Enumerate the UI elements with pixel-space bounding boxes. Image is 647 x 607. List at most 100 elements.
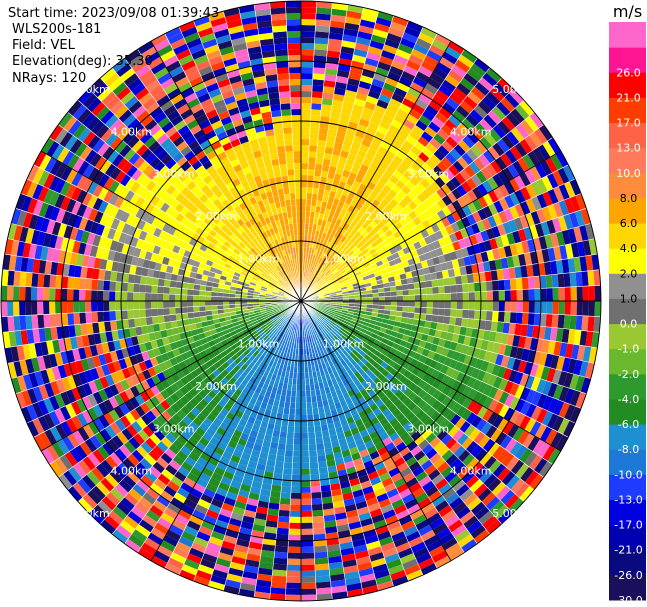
velocity-gate bbox=[415, 37, 432, 50]
velocity-gate bbox=[498, 343, 507, 356]
velocity-gate bbox=[94, 431, 107, 446]
velocity-gate bbox=[388, 446, 400, 457]
velocity-gate bbox=[309, 288, 315, 293]
velocity-gate bbox=[361, 69, 376, 79]
velocity-gate bbox=[260, 420, 269, 429]
velocity-gate bbox=[348, 295, 355, 299]
velocity-gate bbox=[557, 370, 568, 387]
velocity-gate bbox=[131, 420, 143, 434]
velocity-gate bbox=[8, 255, 17, 271]
velocity-gate bbox=[133, 317, 141, 328]
velocity-gate bbox=[427, 468, 441, 481]
velocity-gate bbox=[581, 315, 589, 332]
velocity-gate bbox=[95, 223, 105, 237]
velocity-gate bbox=[256, 345, 264, 353]
velocity-gate bbox=[61, 301, 68, 314]
velocity-gate bbox=[461, 118, 475, 132]
velocity-gate bbox=[217, 309, 224, 315]
velocity-gate bbox=[451, 211, 462, 223]
velocity-gate bbox=[335, 130, 347, 139]
velocity-gate bbox=[446, 388, 457, 400]
velocity-gate bbox=[456, 405, 468, 418]
velocity-gate bbox=[466, 376, 477, 389]
velocity-gate bbox=[355, 322, 363, 328]
velocity-gate bbox=[472, 199, 483, 212]
velocity-gate bbox=[121, 291, 128, 301]
velocity-gate bbox=[468, 161, 481, 175]
velocity-gate bbox=[22, 344, 32, 360]
velocity-gate bbox=[259, 368, 266, 376]
velocity-gate bbox=[318, 324, 324, 331]
velocity-gate bbox=[350, 483, 363, 493]
velocity-gate bbox=[49, 313, 57, 328]
ray-separator bbox=[300, 33, 438, 302]
velocity-gate bbox=[301, 127, 311, 134]
velocity-gate bbox=[259, 555, 275, 564]
velocity-gate bbox=[252, 524, 266, 533]
velocity-gate bbox=[1, 301, 8, 317]
velocity-gate bbox=[373, 519, 388, 530]
velocity-gate bbox=[372, 407, 383, 417]
velocity-gate bbox=[319, 331, 324, 338]
velocity-gate bbox=[384, 38, 400, 49]
velocity-gate bbox=[322, 195, 329, 203]
velocity-gate bbox=[291, 468, 301, 475]
velocity-gate bbox=[206, 412, 217, 423]
velocity-gate bbox=[168, 459, 182, 471]
velocity-gate bbox=[55, 208, 66, 224]
velocity-gate bbox=[528, 288, 535, 301]
velocity-gate bbox=[216, 412, 226, 422]
velocity-gate bbox=[301, 211, 306, 218]
velocity-gate bbox=[359, 19, 376, 29]
velocity-gate bbox=[487, 110, 502, 125]
velocity-gate bbox=[91, 467, 105, 482]
velocity-gate bbox=[343, 364, 351, 372]
velocity-gate bbox=[417, 167, 429, 178]
velocity-gate bbox=[294, 420, 301, 427]
velocity-gate bbox=[468, 309, 475, 320]
velocity-gate bbox=[358, 244, 367, 252]
velocity-gate bbox=[303, 241, 308, 248]
velocity-gate bbox=[330, 365, 337, 373]
velocity-gate bbox=[346, 354, 354, 362]
velocity-gate bbox=[417, 202, 428, 213]
velocity-gate bbox=[558, 402, 570, 419]
velocity-gate bbox=[353, 48, 368, 58]
velocity-gate bbox=[151, 308, 158, 317]
velocity-gate bbox=[426, 294, 433, 301]
velocity-gate bbox=[309, 272, 314, 280]
velocity-gate bbox=[446, 399, 457, 411]
velocity-gate bbox=[325, 354, 331, 362]
velocity-gate bbox=[116, 271, 124, 283]
velocity-gate bbox=[202, 488, 216, 499]
velocity-gate bbox=[206, 315, 213, 321]
velocity-gate bbox=[312, 73, 325, 81]
velocity-gate bbox=[551, 314, 559, 328]
velocity-gate bbox=[469, 109, 484, 123]
velocity-gate bbox=[561, 258, 570, 274]
velocity-gate bbox=[135, 326, 143, 336]
velocity-gate bbox=[425, 142, 438, 154]
velocity-gate bbox=[569, 406, 582, 424]
velocity-gate bbox=[449, 341, 458, 352]
velocity-gate bbox=[563, 213, 574, 230]
velocity-gate bbox=[235, 443, 246, 453]
velocity-gate bbox=[473, 431, 486, 445]
velocity-gate bbox=[334, 192, 342, 201]
ray-separator bbox=[300, 238, 595, 302]
velocity-gate bbox=[477, 487, 492, 502]
velocity-gate bbox=[393, 536, 409, 548]
velocity-gate bbox=[461, 152, 474, 166]
velocity-gate bbox=[313, 283, 318, 289]
velocity-gate bbox=[455, 317, 463, 327]
velocity-gate bbox=[304, 235, 308, 242]
velocity-gate bbox=[588, 285, 595, 301]
velocity-gate bbox=[301, 205, 307, 212]
velocity-gate bbox=[337, 339, 344, 346]
velocity-gate bbox=[400, 316, 408, 324]
velocity-gate bbox=[98, 269, 106, 281]
velocity-gate bbox=[543, 326, 552, 341]
velocity-gate bbox=[490, 428, 503, 443]
velocity-gate bbox=[570, 242, 580, 258]
velocity-gate bbox=[86, 356, 96, 370]
